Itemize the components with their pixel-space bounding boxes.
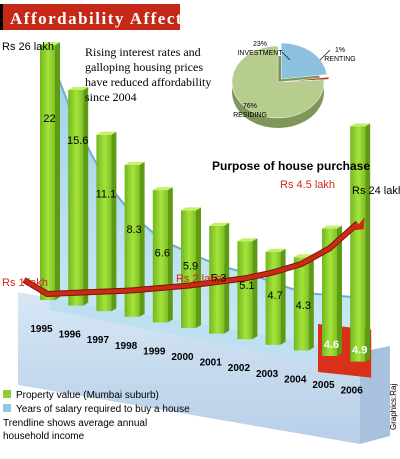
property-bar	[40, 42, 60, 301]
trendline-layer	[22, 217, 365, 297]
legend-salary: Years of salary required to buy a house	[16, 404, 190, 415]
pie-leader-investment	[281, 51, 291, 61]
salary-value-label: 8.3	[126, 224, 141, 236]
year-label: 2005	[312, 380, 335, 391]
salary-value-label: 4.9	[352, 345, 367, 357]
salary-value-label: 6.6	[155, 247, 170, 259]
salary-value-label: 4.3	[296, 300, 311, 312]
salary-label-layer: 22 15.6 11.1 8.3 6.6 5.9 5.3 5.1 4.7 4.3 4.6 4.9	[43, 113, 367, 357]
property-bar	[124, 161, 145, 317]
legend-swatch-property	[3, 390, 11, 398]
year-label: 2002	[228, 363, 251, 374]
pie-chart: 76% RESIDING 23% INVESTMENT 1% RENTING	[231, 41, 356, 128]
property-bar	[96, 131, 117, 312]
property-bar	[68, 87, 89, 306]
year-label-layer: 1995 1996 1997 1998 1999 2000 2001 2002 2003 2004…	[30, 324, 363, 397]
salary-value-label: 5.3	[211, 272, 226, 284]
year-label: 1996	[59, 330, 82, 341]
year-label: 2000	[171, 352, 194, 363]
end-value-label: Rs 24 lakh	[352, 185, 400, 197]
salary-value-label: 22	[43, 113, 55, 125]
pie-label-renting: 1% RENTING	[324, 47, 356, 63]
trend-end-label: Rs 4.5 lakh	[280, 179, 335, 191]
title-banner-edge	[0, 4, 3, 30]
pie-label-investment: 23% INVESTMENT	[237, 41, 283, 57]
trendline-arrow	[353, 217, 365, 231]
year-label: 2003	[256, 369, 279, 380]
year-label: 1999	[143, 346, 166, 357]
graphics-credit: Graphics:Raj	[389, 384, 398, 430]
pie-leader-renting	[319, 49, 331, 61]
year-label: 2004	[284, 374, 307, 385]
year-label: 1998	[115, 341, 138, 352]
year-label: 2001	[200, 358, 223, 369]
trend-start-label: Rs 1 lakh	[2, 277, 48, 289]
legend-trendline: Trendline shows average annual household…	[3, 418, 150, 442]
trendline	[22, 221, 360, 296]
chart-title: Affordability Affected	[10, 9, 203, 28]
chart-floor	[18, 292, 360, 444]
salary-value-label: 15.6	[67, 135, 88, 147]
property-bar	[322, 225, 342, 356]
salary-value-label: 5.1	[239, 280, 254, 292]
pie-title: Purpose of house purchase	[212, 159, 370, 173]
salary-value-label: 4.7	[267, 290, 282, 302]
legend-property: Property value (Mumbai suburb)	[16, 390, 159, 401]
annotation-text: Rising interest rates and galloping housi…	[85, 45, 211, 104]
start-value-label: Rs 26 lakh	[2, 41, 54, 53]
pie-slice-residing	[231, 45, 325, 119]
salary-value-label: 11.1	[96, 189, 117, 201]
salary-value-label: 5.9	[183, 260, 198, 272]
year-label: 1995	[30, 324, 53, 335]
year-label: 1997	[87, 335, 110, 346]
salary-value-label: 4.6	[324, 339, 339, 351]
property-bar	[237, 238, 258, 340]
pie-slice-renting	[282, 76, 330, 82]
trend-mid-label: Rs 2 lakh	[176, 273, 222, 285]
pie-slice-investment	[281, 42, 328, 80]
property-bar	[293, 254, 314, 351]
property-bar	[350, 123, 371, 362]
pie-label-residing: 76% RESIDING	[233, 103, 267, 119]
year-label: 2006	[341, 386, 364, 397]
title-banner	[0, 4, 180, 30]
legend-swatch-salary	[3, 404, 11, 412]
property-bar	[181, 207, 201, 328]
